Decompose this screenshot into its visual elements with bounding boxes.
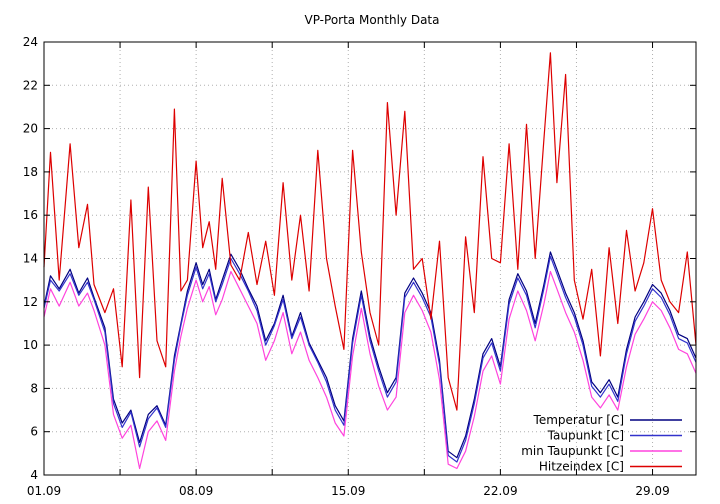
legend-label: Taupunkt [C] bbox=[547, 429, 624, 443]
x-tick-label: 08.09 bbox=[179, 484, 213, 498]
y-tick-label: 6 bbox=[30, 425, 38, 439]
y-tick-label: 24 bbox=[23, 35, 38, 49]
x-tick-label: 29.09 bbox=[635, 484, 669, 498]
series-line-hitzeindex-c bbox=[43, 52, 697, 411]
y-tick-label: 22 bbox=[23, 78, 38, 92]
plot-frame bbox=[43, 41, 697, 476]
x-tick-label: 15.09 bbox=[331, 484, 365, 498]
legend-label: min Taupunkt [C] bbox=[521, 444, 624, 458]
series-line-min-taupunkt-c bbox=[43, 270, 697, 470]
chart-title: VP-Porta Monthly Data bbox=[305, 13, 440, 27]
axis-labels: 4 6 8 10 12 14 16 18 20 22 24 01.09 08.09 15.09 22.09 2… bbox=[23, 35, 670, 498]
y-tick-label: 4 bbox=[30, 468, 38, 482]
series-line-taupunkt-c bbox=[43, 255, 697, 463]
y-tick-label: 16 bbox=[23, 208, 38, 222]
grid-lines bbox=[44, 42, 696, 475]
y-tick-label: 18 bbox=[23, 165, 38, 179]
y-tick-label: 20 bbox=[23, 122, 38, 136]
series-line-temperatur-c bbox=[43, 251, 697, 459]
legend-label: Temperatur [C] bbox=[533, 413, 624, 427]
y-tick-label: 14 bbox=[23, 252, 38, 266]
legend-label: Hitzeindex [C] bbox=[539, 460, 624, 474]
y-tick-label: 10 bbox=[23, 338, 38, 352]
x-tick-label: 22.09 bbox=[483, 484, 517, 498]
y-tick-label: 8 bbox=[30, 381, 38, 395]
legend: Temperatur [C] Taupunkt [C]min Taupunkt [… bbox=[521, 413, 682, 474]
y-tick-label: 12 bbox=[23, 295, 38, 309]
x-tick-label: 01.09 bbox=[27, 484, 61, 498]
tick-marks bbox=[43, 41, 696, 476]
series-layer bbox=[43, 52, 697, 470]
